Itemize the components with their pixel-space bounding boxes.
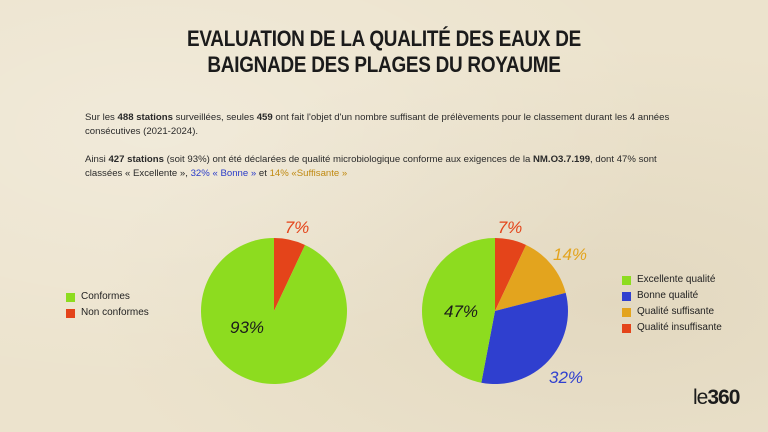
pie-label-qualité-insuffisante: 7% — [498, 218, 523, 237]
pie-label-conformes: 93% — [230, 318, 264, 337]
legend-label: Bonne qualité — [637, 290, 699, 301]
result-stations-count: 427 stations — [108, 154, 164, 165]
logo-number: 360 — [707, 386, 740, 409]
pie-slice-qualité-insuffisante — [495, 238, 527, 311]
intro-classified-count: 459 — [256, 112, 273, 123]
suffisante-share: 14% «Suffisante » — [269, 168, 348, 179]
title-line-1: EVALUATION DE LA QUALITÉ DES EAUX DE — [186, 26, 582, 51]
pie-label-non-conformes: 7% — [285, 218, 310, 237]
legend-swatch — [66, 292, 75, 302]
le360-logo: le360 — [693, 386, 740, 410]
legend-label: Excellente qualité — [637, 274, 716, 285]
legend-swatch — [622, 291, 631, 301]
pie-label-qualité-suffisante: 14% — [553, 245, 587, 264]
legend-label: Qualité suffisante — [637, 306, 715, 317]
pie-slice-excellente-qualité — [421, 238, 495, 383]
legend-item-bonne: Bonne qualité — [622, 288, 722, 304]
legend-swatch — [622, 307, 631, 317]
legend-swatch — [622, 275, 631, 285]
legend-swatch — [622, 323, 631, 333]
legend-swatch — [66, 308, 75, 318]
pie-label-excellente-qualité: 47% — [444, 302, 478, 321]
result-text: et — [256, 168, 270, 179]
result-text: Ainsi — [85, 154, 109, 165]
legend-conformity: Conformes Non conformes — [66, 289, 149, 321]
title-line-2: BAIGNADE DES PLAGES DU ROYAUME — [207, 52, 561, 77]
intro-text: ont fait l'objet d'un nombre suffisant d… — [85, 112, 670, 137]
legend-label: Conformes — [81, 291, 130, 302]
legend-label: Non conformes — [81, 307, 149, 318]
result-text: , dont 47% sont classées « Excellente », — [85, 154, 657, 179]
result-paragraph: Ainsi 427 stations (soit 93%) ont été dé… — [85, 153, 695, 181]
legend-item-conformes: Conformes — [66, 289, 149, 305]
intro-paragraph: Sur les 488 stations surveillées, seules… — [85, 111, 695, 139]
pie-label-bonne-qualité: 32% — [549, 368, 583, 387]
legend-label: Qualité insuffisante — [637, 322, 722, 333]
pie-slice-qualité-suffisante — [495, 244, 566, 311]
intro-stations-count: 488 stations — [117, 112, 173, 123]
legend-item-non-conformes: Non conformes — [66, 305, 149, 321]
pie-slice-non-conformes — [274, 238, 306, 311]
intro-text: surveillées, seules — [173, 112, 257, 123]
pie-slice-conformes — [200, 238, 347, 384]
intro-text: Sur les — [85, 112, 118, 123]
logo-prefix: le — [693, 386, 708, 409]
legend-item-excellente: Excellente qualité — [622, 272, 722, 288]
legend-item-insuffisante: Qualité insuffisante — [622, 320, 722, 336]
pie-slice-bonne-qualité — [481, 292, 568, 384]
legend-quality: Excellente qualité Bonne qualité Qualité… — [622, 272, 722, 336]
bonne-share: 32% « Bonne » — [190, 168, 257, 179]
page-title: EVALUATION DE LA QUALITÉ DES EAUX DE BAI… — [54, 26, 714, 78]
norm-reference: NM.O3.7.199 — [532, 154, 591, 165]
result-text: (soit 93%) ont été déclarées de qualité … — [163, 154, 533, 165]
legend-item-suffisante: Qualité suffisante — [622, 304, 722, 320]
